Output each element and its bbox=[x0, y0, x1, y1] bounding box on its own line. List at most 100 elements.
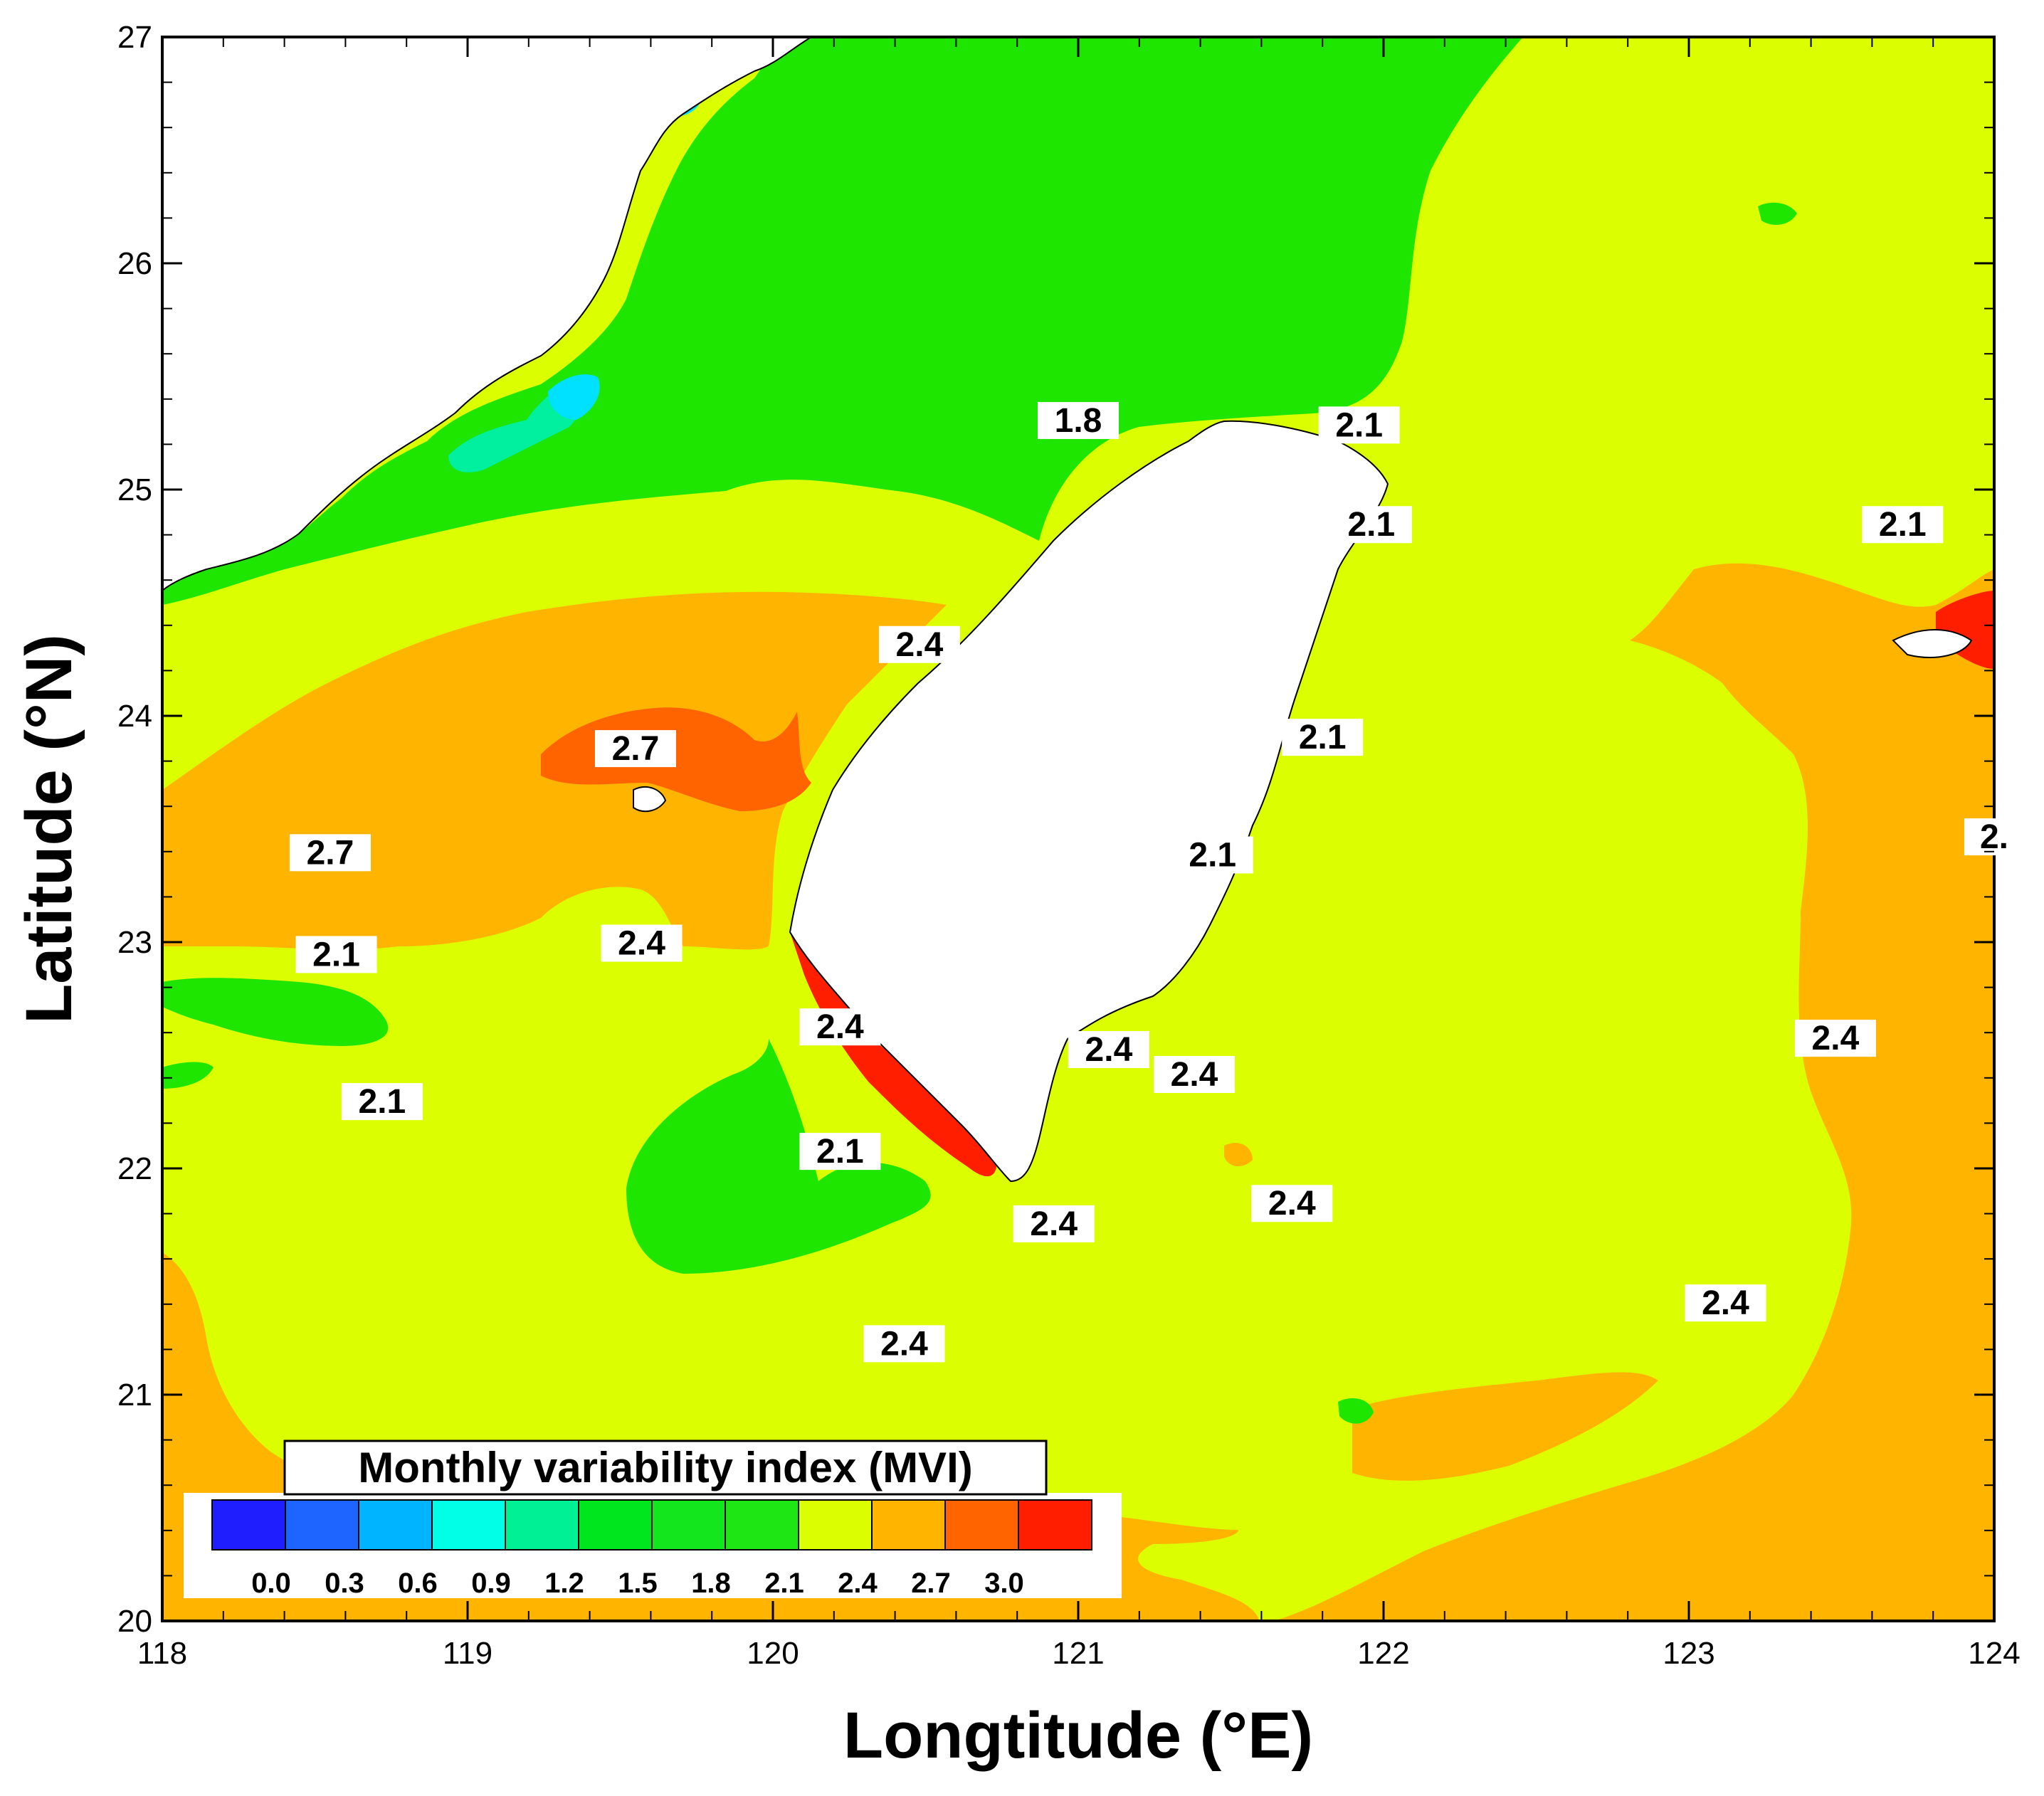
legend-swatch bbox=[431, 1499, 506, 1551]
contour-label: 2.1 bbox=[1189, 837, 1236, 875]
legend-swatch bbox=[651, 1499, 726, 1551]
contour-label: 2.1 bbox=[1335, 406, 1383, 444]
contour-label: 1.8 bbox=[1055, 402, 1102, 440]
legend-swatch bbox=[285, 1499, 359, 1551]
x-tick-label: 120 bbox=[747, 1636, 799, 1671]
contour-label-background bbox=[1171, 836, 1253, 874]
contour-label-background bbox=[1794, 1020, 1876, 1057]
contour-label-background bbox=[1251, 1185, 1333, 1222]
x-axis: 118 119 120 121 122 123 124 bbox=[137, 37, 2021, 1671]
legend-tick-label: 3.0 bbox=[984, 1568, 1024, 1599]
contour-label: 2.7 bbox=[612, 730, 660, 768]
legend-swatch bbox=[211, 1499, 286, 1551]
mvi-zone-1-8-2-1-west-patch bbox=[162, 1062, 214, 1089]
contour-label-background bbox=[341, 1083, 423, 1121]
y-tick-label: 22 bbox=[117, 1151, 152, 1186]
contour-label: 2.4 bbox=[816, 1008, 864, 1046]
legend-swatch bbox=[1018, 1499, 1092, 1551]
contour-label-background bbox=[878, 625, 960, 663]
legend-swatch bbox=[505, 1499, 579, 1551]
x-tick-label: 123 bbox=[1663, 1636, 1714, 1671]
legend-swatch bbox=[725, 1499, 799, 1551]
contour-label-background bbox=[1318, 406, 1400, 444]
mvi-zone-1-8-2-1-north bbox=[162, 37, 1523, 605]
legend-tick-label: 2.4 bbox=[838, 1568, 878, 1599]
mvi-zone-1-8-2-1-southwest-lobe bbox=[626, 1039, 931, 1274]
mvi-zone-2-4-2-7-luzon-tongue bbox=[1352, 1372, 1658, 1481]
y-tick-label: 23 bbox=[117, 925, 152, 960]
y-tick-label: 26 bbox=[117, 246, 152, 281]
legend-tick-label: 1.8 bbox=[691, 1568, 731, 1599]
legend-tick-label: 0.9 bbox=[471, 1568, 511, 1599]
contour-labels: 1.8 2.1 2.1 2.1 2.4 2.7 2.1 2. 2.7 2.1 2.4 2.1 2.4 2.… bbox=[289, 401, 2024, 1363]
x-tick-label: 122 bbox=[1357, 1636, 1409, 1671]
contour-label-background bbox=[799, 1133, 881, 1171]
legend-tick-label: 0.3 bbox=[325, 1568, 364, 1599]
contour-label-background bbox=[289, 834, 371, 872]
contour-label-background bbox=[601, 924, 683, 962]
contour-label: 2. bbox=[1980, 818, 2008, 856]
contour-label: 2.1 bbox=[1299, 719, 1347, 756]
contour-label-background bbox=[1068, 1031, 1149, 1068]
y-axis-title: Latitude (°N) bbox=[13, 634, 85, 1024]
taiwan-island bbox=[789, 420, 1389, 1183]
legend-title: Monthly variability index (MVI) bbox=[358, 1444, 972, 1491]
contour-label-background bbox=[1038, 401, 1119, 439]
x-tick-label: 124 bbox=[1968, 1636, 2020, 1671]
contour-label: 2.7 bbox=[307, 834, 354, 872]
legend-swatch bbox=[798, 1499, 873, 1551]
contour-label-background bbox=[1154, 1055, 1236, 1093]
contour-label-background bbox=[295, 936, 377, 973]
contour-label-background bbox=[1282, 719, 1364, 756]
legend-tick-labels: 0.0 0.3 0.6 0.9 1.2 1.5 1.8 2.1 2.4 2.7 3.0 bbox=[251, 1568, 1024, 1599]
contour-label-background bbox=[799, 1008, 881, 1046]
china-mainland bbox=[162, 37, 813, 592]
x-axis-title: Longtitude (°E) bbox=[843, 1699, 1313, 1772]
island-east-ryukyu bbox=[1892, 629, 1973, 658]
contour-label-background bbox=[1862, 506, 1944, 544]
contour-label-background bbox=[1013, 1205, 1095, 1242]
contour-label: 2.4 bbox=[1085, 1031, 1133, 1069]
y-tick-label: 24 bbox=[117, 699, 152, 734]
x-tick-label: 121 bbox=[1052, 1636, 1104, 1671]
legend-tick-label: 2.7 bbox=[911, 1568, 951, 1599]
mvi-zone-2-4-2-7-southeast bbox=[1274, 563, 1994, 1621]
contour-label: 2.1 bbox=[359, 1083, 406, 1121]
legend-swatch bbox=[358, 1499, 433, 1551]
mvi-zone-1-8-2-1-west-strip bbox=[162, 978, 389, 1046]
contour-label: 2.4 bbox=[896, 626, 944, 664]
y-axis: 20 21 22 23 24 25 26 27 bbox=[117, 20, 1994, 1639]
legend: Monthly variability index (MVI) 0.0 0.3 0.… bbox=[184, 1440, 1122, 1599]
y-tick-label: 20 bbox=[117, 1604, 152, 1639]
y-tick-label: 21 bbox=[117, 1378, 152, 1412]
y-tick-label: 25 bbox=[117, 472, 152, 507]
small-island-northeast bbox=[1758, 202, 1797, 225]
legend-swatches bbox=[211, 1499, 1092, 1551]
contour-label-background bbox=[1685, 1284, 1766, 1322]
legend-title-box bbox=[283, 1440, 1048, 1496]
x-tick-label: 118 bbox=[137, 1636, 187, 1671]
x-tick-label: 119 bbox=[443, 1636, 492, 1671]
legend-tick-label: 1.5 bbox=[618, 1568, 658, 1599]
contour-label: 2.1 bbox=[1879, 506, 1927, 544]
contour-label: 2.4 bbox=[1702, 1284, 1749, 1322]
contour-label: 2.4 bbox=[618, 925, 665, 963]
contour-label: 2.4 bbox=[880, 1325, 928, 1363]
contour-label-background bbox=[863, 1325, 945, 1363]
contour-label: 2.1 bbox=[312, 936, 360, 973]
legend-swatch bbox=[871, 1499, 946, 1551]
contour-label-background bbox=[1964, 818, 2024, 856]
legend-tick-label: 2.1 bbox=[764, 1568, 804, 1599]
contour-label: 2.1 bbox=[1347, 506, 1395, 544]
contour-label: 2.4 bbox=[1171, 1056, 1218, 1094]
contour-label: 2.1 bbox=[816, 1133, 864, 1171]
legend-swatch bbox=[944, 1499, 1019, 1551]
mvi-zone-0-9-1-2-coast bbox=[548, 374, 600, 420]
plot-area bbox=[162, 37, 1994, 1621]
island-south-batan bbox=[1338, 1398, 1374, 1424]
legend-tick-label: 1.2 bbox=[544, 1568, 584, 1599]
contour-label-background bbox=[1330, 506, 1412, 544]
contour-label: 2.4 bbox=[1812, 1020, 1860, 1057]
legend-swatch bbox=[578, 1499, 653, 1551]
